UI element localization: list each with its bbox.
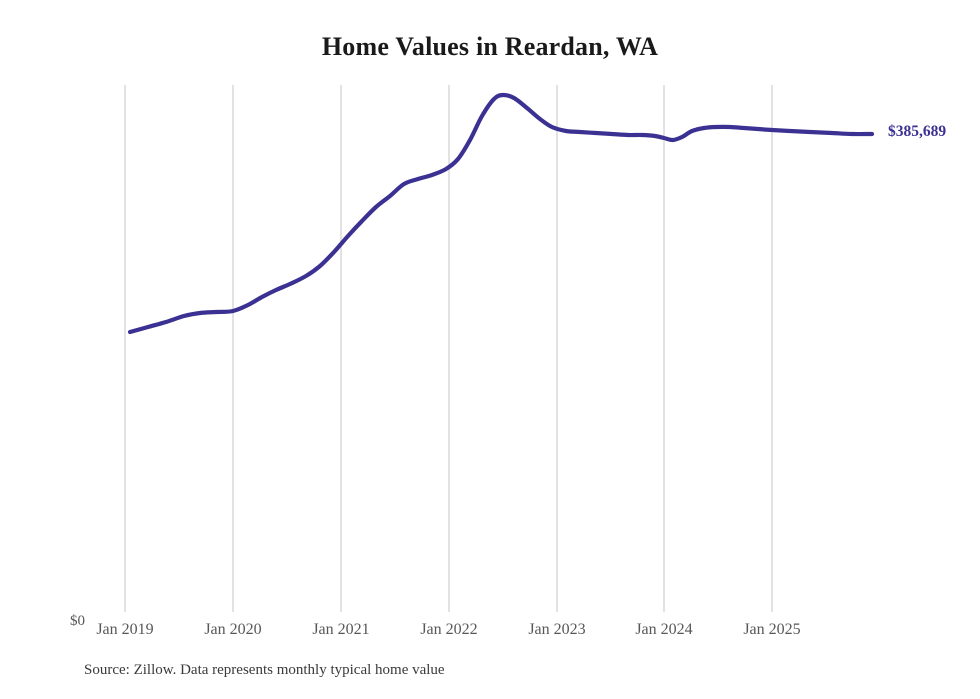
end-value-label: $385,689 [888,123,946,140]
source-note: Source: Zillow. Data represents monthly … [84,662,445,678]
x-tick-label-jan-2023: Jan 2023 [528,621,585,638]
series-line-typical-home-value [127,92,875,335]
chart-title: Home Values in Reardan, WA [321,32,659,61]
x-tick-label-jan-2022: Jan 2022 [420,621,477,638]
x-tick-label-jan-2019: Jan 2019 [96,621,153,638]
x-tick-label-jan-2024: Jan 2024 [635,621,692,638]
gridlines-group [124,85,773,612]
x-tick-label-jan-2020: Jan 2020 [204,621,261,638]
x-tick-label-jan-2025: Jan 2025 [743,621,800,638]
y-axis-zero-label: $0 [70,613,85,629]
x-axis-tick-labels: Jan 2019 Jan 2020 Jan 2021 Jan 2022 Jan 2023… [96,621,800,638]
x-tick-label-jan-2021: Jan 2021 [312,621,369,638]
